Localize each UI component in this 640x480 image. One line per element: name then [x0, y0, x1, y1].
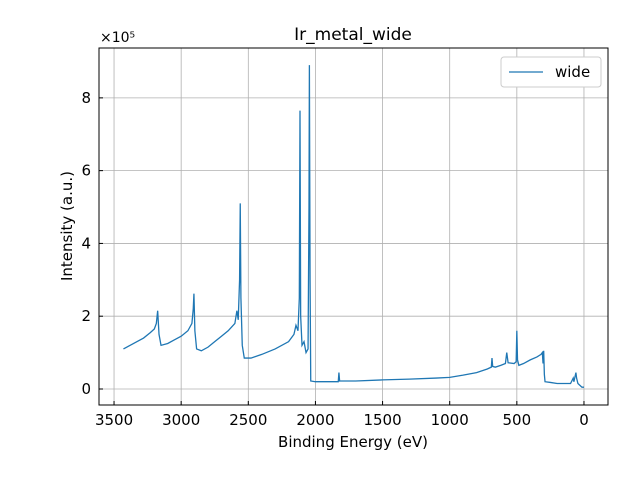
x-tick-label: 1500	[363, 411, 401, 429]
y-axis-label: Intensity (a.u.)	[58, 171, 76, 281]
chart-title: Ir_metal_wide	[294, 25, 412, 45]
y-multiplier: ×10⁵	[100, 30, 135, 46]
x-axis-label: Binding Energy (eV)	[278, 433, 428, 451]
y-tick-label: 4	[81, 234, 91, 252]
x-tick-label: 2000	[296, 411, 334, 429]
x-tick-label: 500	[503, 411, 532, 429]
x-tick-label: 0	[579, 411, 589, 429]
plot-frame	[98, 47, 609, 406]
data-line	[123, 65, 584, 388]
legend-box	[500, 56, 602, 88]
y-tick-label: 0	[81, 380, 91, 398]
y-tick-label: 8	[81, 89, 91, 107]
x-tick-label: 2500	[229, 411, 267, 429]
x-tick-label: 3000	[162, 411, 200, 429]
x-tick-label: 3500	[95, 411, 133, 429]
legend-label: wide	[555, 63, 590, 81]
y-tick-label: 2	[81, 307, 91, 325]
y-tick-label: 6	[81, 162, 91, 180]
x-tick-label: 1000	[431, 411, 469, 429]
